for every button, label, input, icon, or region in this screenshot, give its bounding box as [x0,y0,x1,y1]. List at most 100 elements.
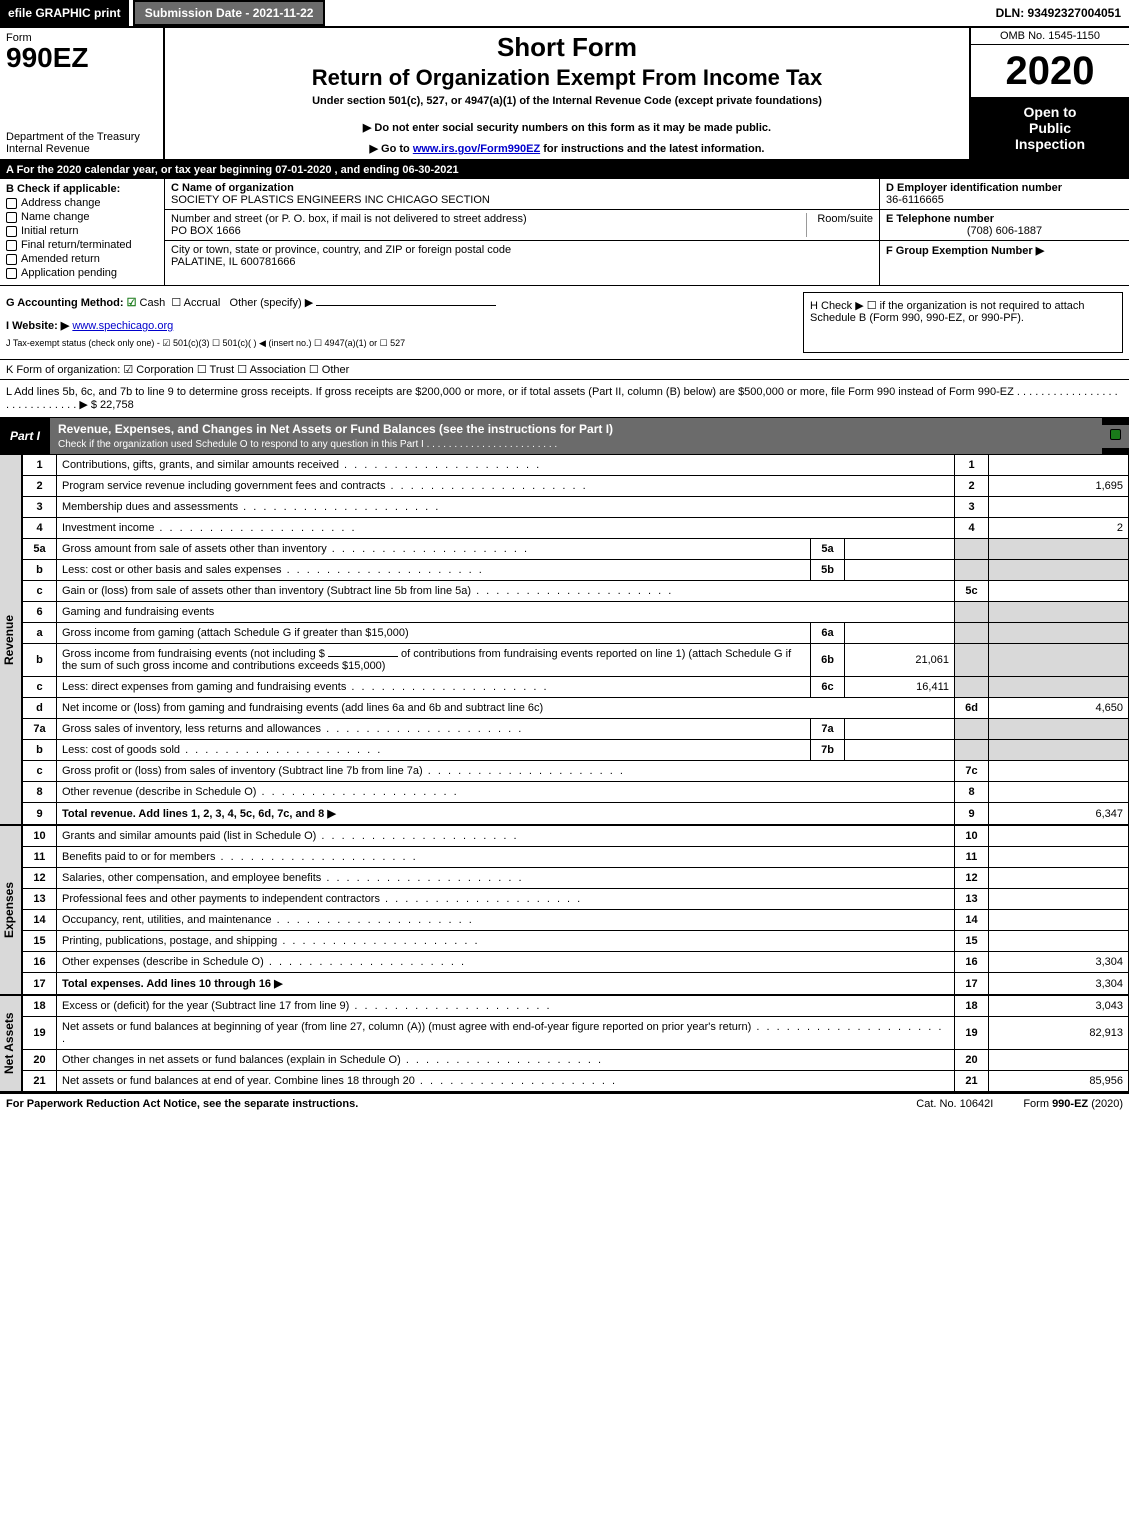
line-num: 10 [23,826,57,847]
line-num: c [23,677,57,698]
line-num: 7a [23,719,57,740]
chk-address-change[interactable]: Address change [6,197,158,209]
line-num: c [23,581,57,602]
line-num: 17 [23,973,57,995]
checkbox-icon[interactable] [1110,429,1121,440]
row-j-tax-exempt: J Tax-exempt status (check only one) - ☑… [6,338,791,349]
line-desc: Gaming and fundraising events [57,602,955,623]
catalog-number: Cat. No. 10642I [916,1098,993,1110]
line-rnum: 17 [955,973,989,995]
goto-prefix: ▶ Go to [370,143,413,155]
line-midnum: 7a [811,719,845,740]
form-reference: Form 990-EZ (2020) [1023,1098,1123,1110]
table-row: 8Other revenue (describe in Schedule O)8 [23,782,1129,803]
group-exemption-label: F Group Exemption Number ▶ [886,244,1123,257]
table-row: bGross income from fundraising events (n… [23,644,1129,677]
table-row: 3Membership dues and assessments3 [23,497,1129,518]
table-row: cLess: direct expenses from gaming and f… [23,677,1129,698]
checkbox-icon[interactable] [6,198,17,209]
chk-application-pending[interactable]: Application pending [6,267,158,279]
shaded-cell [989,719,1129,740]
shaded-cell [955,644,989,677]
chk-amended-return[interactable]: Amended return [6,253,158,265]
line-amount [989,581,1129,602]
table-row: aGross income from gaming (attach Schedu… [23,623,1129,644]
table-row: 17 Total expenses. Add lines 10 through 1… [23,973,1129,995]
ein-label: D Employer identification number [886,182,1123,194]
chk-initial-return[interactable]: Initial return [6,225,158,237]
line-amount [989,782,1129,803]
department-label: Department of the Treasury [6,131,157,143]
line-num: b [23,560,57,581]
phone-value: (708) 606-1887 [886,225,1123,237]
line-midval: 16,411 [845,677,955,698]
chk-name-change[interactable]: Name change [6,211,158,223]
line-rnum: 8 [955,782,989,803]
line-rnum: 2 [955,476,989,497]
website-link[interactable]: www.spechicago.org [72,320,173,332]
goto-link[interactable]: www.irs.gov/Form990EZ [413,143,540,155]
shaded-cell [989,644,1129,677]
line-num: 2 [23,476,57,497]
line-desc: Total expenses. Add lines 10 through 16 … [62,978,283,990]
table-row: 9Total revenue. Add lines 1, 2, 3, 4, 5c… [23,803,1129,825]
line-midnum: 7b [811,740,845,761]
line-num: b [23,644,57,677]
line-rnum: 12 [955,868,989,889]
line-num: 13 [23,889,57,910]
line-rnum: 6d [955,698,989,719]
org-name-value: SOCIETY OF PLASTICS ENGINEERS INC CHICAG… [171,194,490,206]
line-amount [989,847,1129,868]
fundraising-amount-input[interactable] [328,656,398,657]
part-1-title-text: Revenue, Expenses, and Changes in Net As… [58,422,613,436]
line-midval [845,560,955,581]
return-title: Return of Organization Exempt From Incom… [173,65,961,91]
line-desc: Net assets or fund balances at beginning… [62,1021,751,1033]
line-desc: Salaries, other compensation, and employ… [62,872,321,884]
table-row: 6Gaming and fundraising events [23,602,1129,623]
line-midnum: 5b [811,560,845,581]
line-midval [845,740,955,761]
form-number: 990EZ [6,44,157,72]
checkbox-icon[interactable] [6,240,17,251]
line-desc: Other changes in net assets or fund bala… [62,1054,401,1066]
tax-year: 2020 [971,45,1129,97]
dln-label: DLN: 93492327004051 [988,2,1129,24]
line-rnum: 5c [955,581,989,602]
line-desc: Program service revenue including govern… [62,480,385,492]
line-midnum: 6a [811,623,845,644]
line-num: 5a [23,539,57,560]
line-desc: Gross amount from sale of assets other t… [62,543,327,555]
line-amount: 4,650 [989,698,1129,719]
line-amount [989,889,1129,910]
checkbox-icon[interactable] [6,226,17,237]
line-rnum: 20 [955,1050,989,1071]
table-row: 16Other expenses (describe in Schedule O… [23,952,1129,973]
line-rnum: 18 [955,996,989,1017]
header-center: Short Form Return of Organization Exempt… [165,28,969,159]
chk-label: Application pending [21,267,117,279]
other-specify-input[interactable] [316,305,496,306]
line-rnum: 21 [955,1071,989,1092]
line-desc: Gross profit or (loss) from sales of inv… [62,765,423,777]
efile-print-label[interactable]: efile GRAPHIC print [0,0,129,26]
part-1-header: Part I Revenue, Expenses, and Changes in… [0,418,1129,454]
row-k-org-form: K Form of organization: ☑ Corporation ☐ … [0,360,1129,380]
checkbox-icon[interactable] [6,254,17,265]
line-midval [845,539,955,560]
line-desc: Gross sales of inventory, less returns a… [62,723,321,735]
line-midnum: 5a [811,539,845,560]
chk-final-return[interactable]: Final return/terminated [6,239,158,251]
shaded-cell [989,539,1129,560]
pra-notice: For Paperwork Reduction Act Notice, see … [6,1098,358,1110]
open-line3: Inspection [975,136,1125,152]
section-b-header: B Check if applicable: [6,183,158,195]
table-row: 10Grants and similar amounts paid (list … [23,826,1129,847]
line-num: 3 [23,497,57,518]
table-row: 15Printing, publications, postage, and s… [23,931,1129,952]
checkbox-icon[interactable] [6,268,17,279]
checkbox-icon[interactable] [6,212,17,223]
shaded-cell [955,602,989,623]
part-1-schedule-o-checkbox[interactable] [1102,425,1129,448]
line-desc: Less: cost or other basis and sales expe… [62,564,282,576]
